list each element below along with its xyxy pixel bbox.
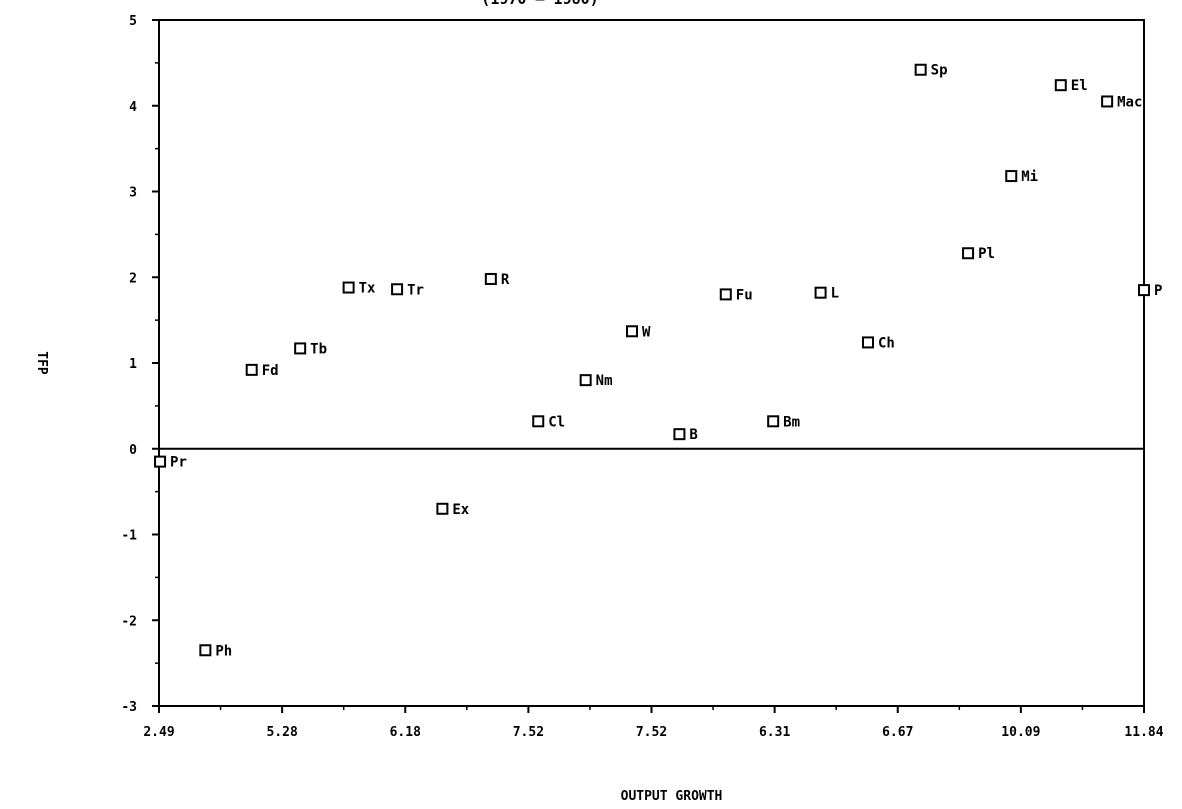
data-point: Bm bbox=[767, 414, 800, 430]
x-tick-label: 7.52 bbox=[636, 725, 667, 740]
point-label: Mac bbox=[1117, 94, 1142, 110]
y-tick-label: 2 bbox=[129, 271, 137, 286]
point-label: W bbox=[642, 324, 651, 340]
point-label: Cl bbox=[548, 414, 565, 430]
x-tick-label: 10.09 bbox=[1001, 725, 1040, 740]
chart-title: (1970 – 1980) bbox=[330, 0, 750, 8]
point-marker bbox=[154, 455, 167, 468]
data-point: Tr bbox=[391, 282, 424, 298]
x-axis-ticks: 2.49 5.28 6.18 7.52 7.52 6.31 6.67 10.09 11.84 bbox=[143, 706, 1164, 740]
point-marker bbox=[579, 374, 592, 387]
x-tick-label: 7.52 bbox=[513, 725, 544, 740]
point-marker bbox=[1138, 284, 1150, 297]
x-tick-label: 6.31 bbox=[759, 725, 790, 740]
data-point: El bbox=[1054, 78, 1088, 94]
data-point: W bbox=[626, 324, 651, 340]
data-point: P bbox=[1138, 283, 1162, 299]
point-label: R bbox=[501, 272, 510, 288]
x-tick-label: 2.49 bbox=[143, 725, 174, 740]
point-marker bbox=[1005, 170, 1018, 183]
x-tick-label: 11.84 bbox=[1124, 725, 1163, 740]
point-marker bbox=[532, 415, 545, 428]
data-point: R bbox=[484, 272, 510, 288]
y-tick-label: 1 bbox=[129, 357, 137, 372]
point-label: Tr bbox=[407, 282, 424, 298]
data-point: Ex bbox=[436, 502, 470, 518]
data-point: Ch bbox=[861, 335, 895, 351]
point-label: Ph bbox=[215, 643, 232, 659]
x-tick-label: 6.67 bbox=[882, 725, 913, 740]
point-label: Pr bbox=[170, 455, 187, 471]
y-tick-label: -1 bbox=[121, 529, 137, 544]
y-tick-label: 5 bbox=[129, 14, 137, 29]
point-marker bbox=[342, 281, 355, 294]
y-axis-ticks: -3 -2 -1 0 1 2 3 4 5 bbox=[121, 14, 159, 715]
point-label: Fd bbox=[262, 363, 279, 379]
data-point: Tb bbox=[294, 341, 327, 357]
point-marker bbox=[914, 63, 927, 76]
point-label: Tx bbox=[359, 281, 376, 297]
point-marker bbox=[814, 286, 827, 299]
data-point: B bbox=[673, 427, 698, 443]
point-label: Tb bbox=[310, 341, 327, 357]
x-tick-label: 5.28 bbox=[266, 725, 297, 740]
data-point: Nm bbox=[579, 373, 613, 389]
point-marker bbox=[436, 502, 449, 515]
data-point: Fd bbox=[245, 363, 279, 379]
data-point: Ph bbox=[199, 643, 232, 659]
data-points: Pr Ph Fd Tb Tx Tr Ex R Cl Nm W B Fu Bm L Ch Sp Pl Mi El Mac P bbox=[154, 63, 1162, 659]
point-label: Ch bbox=[878, 335, 895, 351]
y-tick-label: -2 bbox=[121, 614, 137, 629]
point-label: Sp bbox=[931, 63, 948, 79]
data-point: Pl bbox=[962, 246, 995, 262]
data-point: Fu bbox=[719, 287, 753, 303]
point-marker bbox=[1054, 79, 1067, 92]
point-label: P bbox=[1154, 283, 1162, 299]
point-marker bbox=[294, 342, 307, 355]
data-point: Mi bbox=[1005, 169, 1038, 185]
point-marker bbox=[861, 336, 874, 349]
data-point: Pr bbox=[154, 455, 187, 471]
point-marker bbox=[391, 283, 404, 296]
data-point: Sp bbox=[914, 63, 948, 79]
x-axis-label: OUTPUT GROWTH bbox=[621, 789, 723, 804]
y-tick-label: 4 bbox=[129, 100, 137, 115]
y-tick-label: 3 bbox=[129, 186, 137, 201]
point-label: B bbox=[689, 427, 697, 443]
point-marker bbox=[626, 325, 639, 338]
data-point: L bbox=[814, 286, 839, 302]
data-point: Cl bbox=[532, 414, 565, 430]
point-label: Pl bbox=[978, 246, 995, 262]
point-label: Nm bbox=[596, 373, 613, 389]
point-label: Ex bbox=[452, 502, 469, 518]
point-marker bbox=[199, 644, 212, 657]
y-tick-label: -3 bbox=[121, 700, 137, 715]
point-marker bbox=[767, 415, 780, 428]
y-tick-label: 0 bbox=[129, 443, 137, 458]
point-marker bbox=[719, 288, 732, 301]
x-tick-label: 6.18 bbox=[390, 725, 421, 740]
point-label: Fu bbox=[736, 287, 753, 303]
plot-frame bbox=[158, 19, 1145, 707]
point-label: L bbox=[831, 286, 839, 302]
point-label: El bbox=[1071, 78, 1088, 94]
point-marker bbox=[673, 428, 686, 441]
point-marker bbox=[1101, 95, 1114, 108]
point-marker bbox=[245, 363, 258, 376]
data-point: Mac bbox=[1101, 94, 1142, 110]
point-marker bbox=[484, 272, 497, 285]
point-label: Bm bbox=[783, 414, 800, 430]
data-point: Tx bbox=[342, 281, 376, 297]
point-label: Mi bbox=[1021, 169, 1038, 185]
point-marker bbox=[962, 247, 975, 260]
y-axis-label: TFP bbox=[34, 351, 49, 375]
